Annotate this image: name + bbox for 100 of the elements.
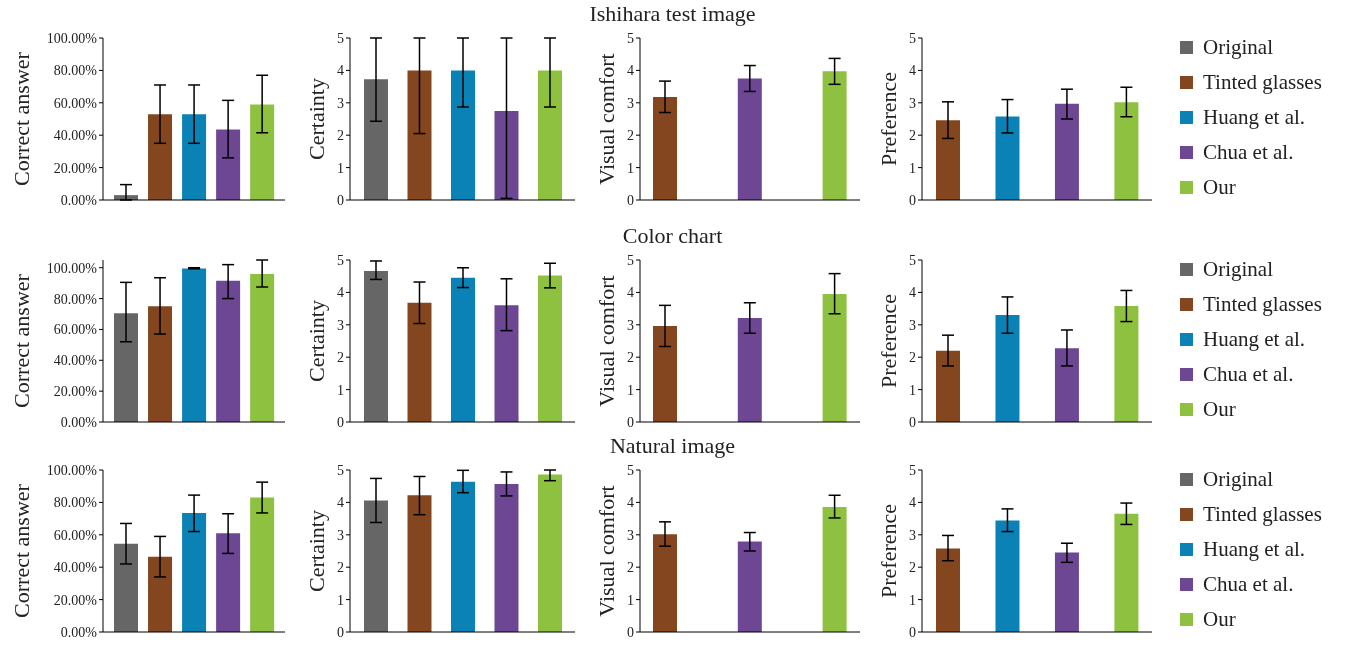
bar [494, 483, 519, 632]
y-tick-label: 40.00% [53, 128, 98, 144]
y-tick-label: 1 [627, 382, 634, 398]
legend-label: Our [1203, 397, 1236, 422]
y-tick-label: 0 [337, 414, 344, 430]
bar [182, 268, 207, 422]
bar [451, 277, 475, 422]
legend-label: Huang et al. [1203, 105, 1306, 130]
y-tick-label: 3 [909, 527, 916, 543]
bar [182, 512, 207, 632]
legend-label: Tinted glasses [1203, 292, 1322, 317]
bar [216, 280, 241, 422]
bar [494, 110, 519, 200]
bar [936, 120, 960, 200]
y-axis-title: Preference [875, 71, 901, 167]
bar [148, 306, 173, 422]
y-tick-label: 0 [909, 624, 916, 640]
bar [538, 275, 562, 422]
y-tick-label: 1 [337, 160, 344, 176]
legend-label: Original [1203, 35, 1273, 60]
y-tick-label: 80.00% [53, 63, 98, 79]
chart-title: Natural image [609, 433, 736, 458]
y-tick-label: 20.00% [53, 384, 98, 400]
y-tick-label: 3 [337, 317, 344, 333]
y-tick-label: 5 [627, 252, 634, 268]
y-tick-label: 0 [337, 192, 344, 208]
y-tick-label: 60.00% [53, 95, 98, 111]
y-tick-label: 2 [337, 128, 344, 144]
bar [995, 520, 1020, 632]
y-tick-label: 0 [337, 624, 344, 640]
bar [995, 116, 1020, 200]
bar [822, 294, 847, 422]
y-tick-label: 3 [909, 317, 916, 333]
y-tick-label: 1 [337, 382, 344, 398]
legend-label: Our [1203, 607, 1236, 632]
bar [737, 318, 762, 422]
bar [1114, 306, 1139, 422]
bar [216, 129, 241, 200]
bar [653, 534, 677, 632]
bar [148, 556, 173, 632]
bar [407, 70, 432, 200]
y-axis-title: Correct answer [8, 483, 34, 618]
bar [1114, 513, 1139, 632]
legend-label: Original [1203, 467, 1273, 492]
y-tick-label: 4 [909, 285, 916, 301]
y-tick-label: 2 [627, 560, 634, 576]
bar [494, 305, 519, 422]
y-axis-title: Preference [875, 503, 901, 599]
bar [1054, 103, 1079, 200]
y-tick-label: 60.00% [53, 322, 98, 338]
y-tick-label: 4 [627, 285, 634, 301]
bar [216, 533, 241, 632]
y-tick-label: 1 [909, 382, 916, 398]
y-tick-label: 80.00% [53, 291, 98, 307]
y-tick-label: 0 [627, 414, 634, 430]
bar [364, 79, 388, 200]
y-tick-label: 4 [337, 63, 344, 79]
bar [114, 313, 138, 422]
legend-label: Original [1203, 257, 1273, 282]
y-tick-label: 100.00% [46, 462, 98, 478]
bar [737, 78, 762, 200]
y-tick-label: 3 [909, 95, 916, 111]
y-tick-label: 3 [627, 527, 634, 543]
y-tick-label: 2 [627, 128, 634, 144]
y-tick-label: 4 [337, 285, 344, 301]
bar [822, 506, 847, 632]
y-axis-title: Certainty [303, 78, 329, 160]
y-axis-title: Correct answer [8, 51, 34, 186]
y-tick-label: 1 [627, 592, 634, 608]
y-tick-label: 1 [909, 592, 916, 608]
y-tick-label: 4 [627, 495, 634, 511]
y-tick-label: 3 [627, 95, 634, 111]
y-tick-label: 4 [337, 495, 344, 511]
y-tick-label: 5 [909, 462, 916, 478]
y-axis-title: Correct answer [8, 273, 34, 408]
y-axis-title: Visual comfort [593, 53, 619, 185]
bar [182, 114, 207, 200]
y-tick-label: 1 [337, 592, 344, 608]
y-tick-label: 4 [909, 495, 916, 511]
bar [250, 497, 275, 632]
legend-label: Chua et al. [1203, 362, 1294, 387]
bar [148, 114, 173, 200]
y-tick-label: 5 [337, 252, 344, 268]
y-tick-label: 2 [909, 350, 916, 366]
legend-label: Tinted glasses [1203, 70, 1322, 95]
bar [407, 495, 432, 632]
bar [936, 548, 960, 632]
y-tick-label: 4 [909, 63, 916, 79]
legend-label: Chua et al. [1203, 140, 1294, 165]
y-tick-label: 1 [909, 160, 916, 176]
y-axis-title: Certainty [303, 510, 329, 592]
y-tick-label: 0.00% [60, 192, 98, 208]
y-tick-label: 5 [909, 252, 916, 268]
y-tick-label: 20.00% [53, 592, 98, 608]
y-tick-label: 2 [627, 350, 634, 366]
y-axis-title: Visual comfort [593, 485, 619, 617]
bar [451, 70, 475, 200]
y-tick-label: 4 [627, 63, 634, 79]
y-tick-label: 80.00% [53, 495, 98, 511]
y-tick-label: 0 [909, 414, 916, 430]
